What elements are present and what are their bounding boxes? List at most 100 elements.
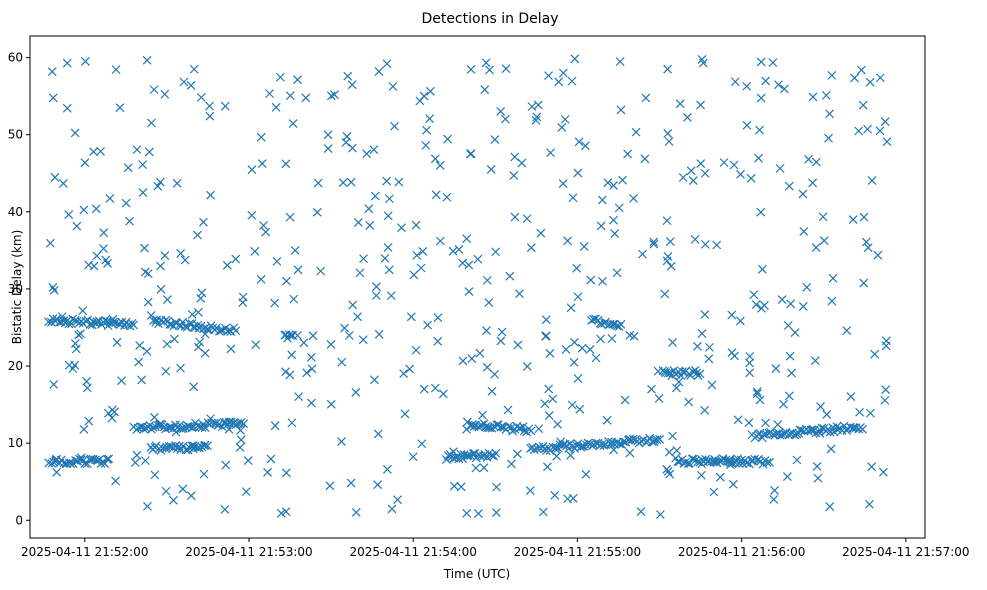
data-point bbox=[515, 289, 524, 299]
data-point bbox=[276, 508, 286, 518]
data-point bbox=[692, 368, 702, 378]
data-point bbox=[169, 334, 179, 344]
data-point bbox=[745, 351, 755, 361]
data-point bbox=[618, 175, 627, 185]
data-point bbox=[733, 415, 743, 425]
data-point bbox=[482, 452, 492, 462]
data-point bbox=[598, 276, 607, 286]
data-point bbox=[129, 320, 138, 330]
data-point bbox=[623, 149, 633, 159]
data-point bbox=[89, 147, 98, 157]
data-point bbox=[199, 217, 208, 227]
data-point bbox=[566, 303, 576, 313]
data-point bbox=[347, 80, 357, 90]
data-point bbox=[827, 70, 837, 80]
data-point bbox=[58, 179, 68, 188]
data-point bbox=[105, 194, 115, 203]
data-point bbox=[662, 216, 672, 226]
data-point bbox=[385, 194, 394, 204]
data-point bbox=[567, 400, 577, 410]
data-point bbox=[519, 426, 529, 436]
data-point bbox=[348, 300, 358, 310]
data-point bbox=[49, 285, 59, 295]
data-point bbox=[140, 456, 150, 466]
data-point bbox=[172, 178, 182, 188]
data-point bbox=[435, 161, 445, 170]
data-point bbox=[579, 441, 589, 451]
data-point bbox=[544, 384, 554, 394]
data-point bbox=[526, 243, 536, 253]
data-point bbox=[551, 442, 561, 452]
data-point bbox=[543, 462, 552, 472]
data-point bbox=[150, 470, 160, 480]
data-point bbox=[614, 203, 624, 213]
data-point bbox=[625, 330, 635, 340]
data-point bbox=[812, 462, 822, 471]
data-point bbox=[464, 287, 474, 296]
data-point bbox=[142, 346, 152, 356]
data-point bbox=[176, 363, 185, 373]
data-point bbox=[399, 369, 409, 378]
data-point bbox=[675, 99, 685, 109]
data-point bbox=[754, 153, 763, 163]
data-point bbox=[859, 212, 869, 222]
data-point bbox=[382, 176, 392, 186]
data-point bbox=[544, 411, 554, 421]
data-point bbox=[668, 431, 677, 441]
data-point bbox=[419, 384, 429, 394]
data-point bbox=[226, 417, 236, 427]
data-point bbox=[609, 180, 619, 190]
data-point bbox=[343, 71, 353, 81]
data-point bbox=[822, 409, 832, 419]
data-point bbox=[811, 428, 821, 438]
data-point bbox=[138, 160, 148, 170]
data-point bbox=[256, 274, 266, 284]
data-point bbox=[390, 121, 399, 131]
data-point bbox=[306, 398, 316, 408]
data-point bbox=[435, 236, 445, 246]
data-point bbox=[478, 410, 487, 420]
data-point bbox=[674, 377, 684, 387]
data-point bbox=[358, 335, 368, 345]
data-point bbox=[162, 295, 172, 304]
data-point bbox=[243, 456, 253, 465]
data-point bbox=[668, 337, 678, 347]
data-point bbox=[697, 329, 707, 339]
data-point bbox=[863, 124, 873, 134]
data-point bbox=[337, 437, 346, 446]
data-point bbox=[846, 392, 856, 401]
data-point bbox=[486, 165, 496, 174]
data-point bbox=[236, 417, 246, 427]
data-point bbox=[682, 112, 692, 122]
data-point bbox=[779, 399, 789, 409]
data-point bbox=[745, 368, 755, 378]
data-point bbox=[749, 290, 759, 300]
data-point bbox=[149, 85, 159, 95]
data-point bbox=[664, 137, 674, 146]
data-point bbox=[448, 246, 458, 256]
data-point bbox=[654, 394, 664, 403]
data-point bbox=[572, 263, 582, 273]
data-point bbox=[64, 210, 74, 219]
data-point bbox=[161, 424, 170, 434]
data-point bbox=[810, 356, 820, 366]
data-point bbox=[490, 135, 500, 145]
data-point bbox=[186, 491, 196, 501]
data-point bbox=[779, 84, 789, 94]
data-point bbox=[561, 344, 571, 354]
data-point bbox=[382, 59, 392, 69]
data-point bbox=[491, 448, 501, 458]
data-point bbox=[222, 260, 232, 270]
data-point bbox=[603, 178, 613, 188]
data-point bbox=[151, 317, 161, 327]
data-point bbox=[359, 254, 368, 264]
data-point bbox=[538, 507, 548, 517]
data-point bbox=[757, 303, 766, 313]
data-point bbox=[591, 353, 601, 363]
data-point bbox=[454, 245, 464, 254]
data-point bbox=[89, 261, 99, 271]
data-point bbox=[99, 228, 109, 238]
data-point bbox=[91, 204, 101, 214]
data-point bbox=[169, 495, 178, 505]
